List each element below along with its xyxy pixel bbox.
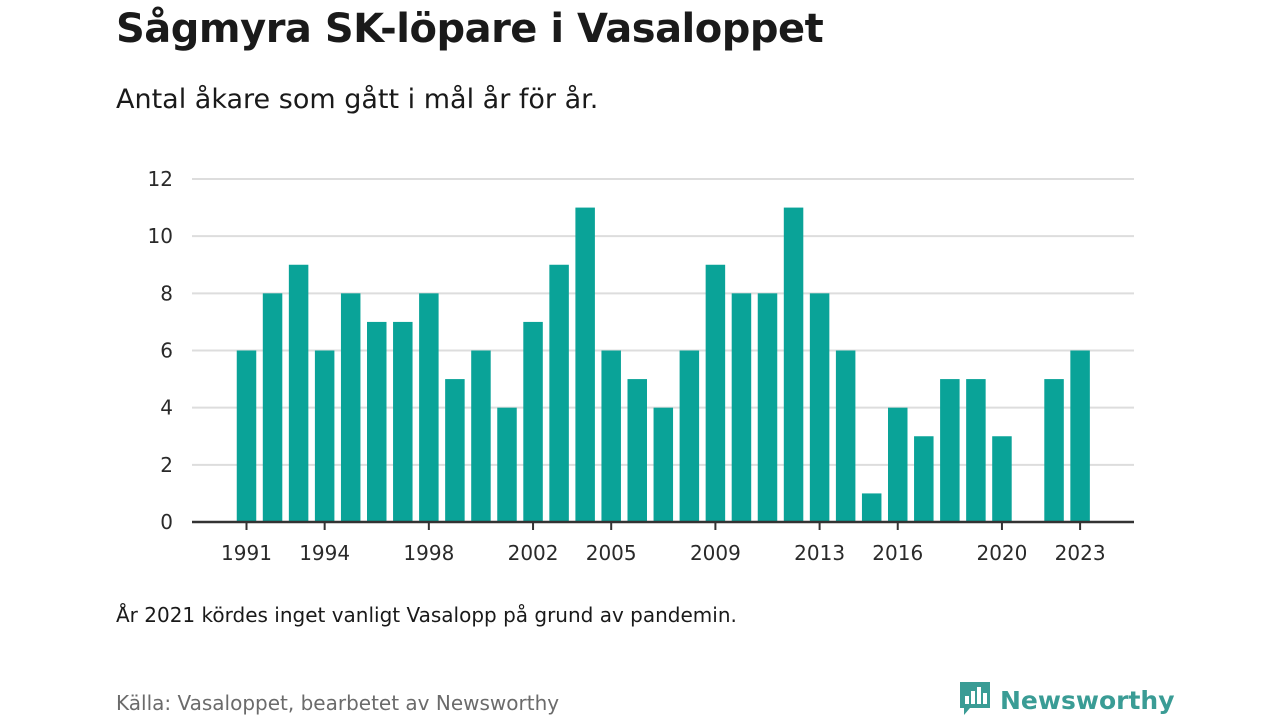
y-tick-label: 2: [160, 453, 173, 477]
tick-labels: 0 2 4 6 8 10 12 1991 1994 1998 2002 2005 2009 2013 201…: [148, 167, 1106, 565]
source-credit: Källa: Vasaloppet, bearbetet av Newswort…: [116, 691, 560, 715]
bar-1992: [262, 293, 283, 522]
y-tick-label: 4: [160, 396, 173, 420]
bar-2013: [809, 293, 830, 522]
x-tick-label: 2013: [794, 541, 845, 565]
bar-1994: [314, 350, 335, 522]
bar-1996: [367, 321, 387, 522]
y-tick-label: 10: [148, 224, 173, 248]
x-tick-label: 1991: [221, 541, 272, 565]
bar-2012: [783, 207, 804, 523]
bar-chart: 0 2 4 6 8 10 12 1991 1994 1998 2002 2005 2009 2013 201…: [148, 167, 1134, 565]
bar-1998: [419, 293, 439, 522]
bar-2007: [653, 407, 674, 522]
bar-2011: [757, 293, 778, 522]
x-tick-label: 1994: [299, 541, 350, 565]
bar-2022: [1044, 379, 1064, 522]
bar-2017: [914, 436, 934, 522]
bar-2019: [966, 379, 986, 522]
axes: [192, 520, 1134, 530]
bar-1997: [393, 321, 413, 522]
bar-2015: [861, 493, 882, 522]
bar-2008: [679, 350, 700, 522]
bar-2014: [835, 350, 856, 522]
bar-2018: [940, 379, 960, 522]
bar-2023: [1070, 350, 1090, 522]
bar-1999: [445, 379, 465, 522]
x-tick-label: 2016: [872, 541, 923, 565]
bar-chart-speech-bubble-icon: [958, 680, 992, 720]
bar-2005: [601, 350, 621, 522]
bar-2016: [888, 407, 908, 522]
y-tick-label: 12: [148, 167, 173, 191]
brand-logo[interactable]: Newsworthy: [958, 680, 1175, 720]
x-tick-label: 1998: [403, 541, 454, 565]
x-tick-label: 2002: [508, 541, 559, 565]
bar-2004: [575, 207, 595, 523]
bar-2009: [705, 264, 726, 522]
bars: [236, 207, 1090, 523]
bar-1993: [288, 264, 309, 522]
chart-subtitle: Antal åkare som gått i mål år för år.: [116, 84, 599, 115]
chart-note: År 2021 kördes inget vanligt Vasalopp på…: [116, 603, 737, 627]
y-tick-label: 0: [160, 510, 173, 534]
y-tick-label: 6: [160, 339, 173, 363]
x-tick-label: 2005: [586, 541, 637, 565]
bar-2010: [731, 293, 752, 522]
bar-2000: [471, 350, 491, 522]
x-tick-label: 2009: [690, 541, 741, 565]
bar-1995: [340, 293, 361, 522]
bar-2020: [992, 436, 1012, 522]
brand-name: Newsworthy: [1000, 685, 1175, 715]
bar-2001: [497, 407, 517, 522]
bar-2006: [627, 379, 647, 522]
x-tick-label: 2020: [976, 541, 1027, 565]
bar-2003: [549, 264, 569, 522]
bar-1991: [236, 350, 257, 522]
y-tick-label: 8: [160, 281, 173, 305]
chart-title: Sågmyra SK-löpare i Vasaloppet: [116, 6, 824, 52]
bar-2002: [523, 321, 543, 522]
x-tick-label: 2023: [1055, 541, 1106, 565]
